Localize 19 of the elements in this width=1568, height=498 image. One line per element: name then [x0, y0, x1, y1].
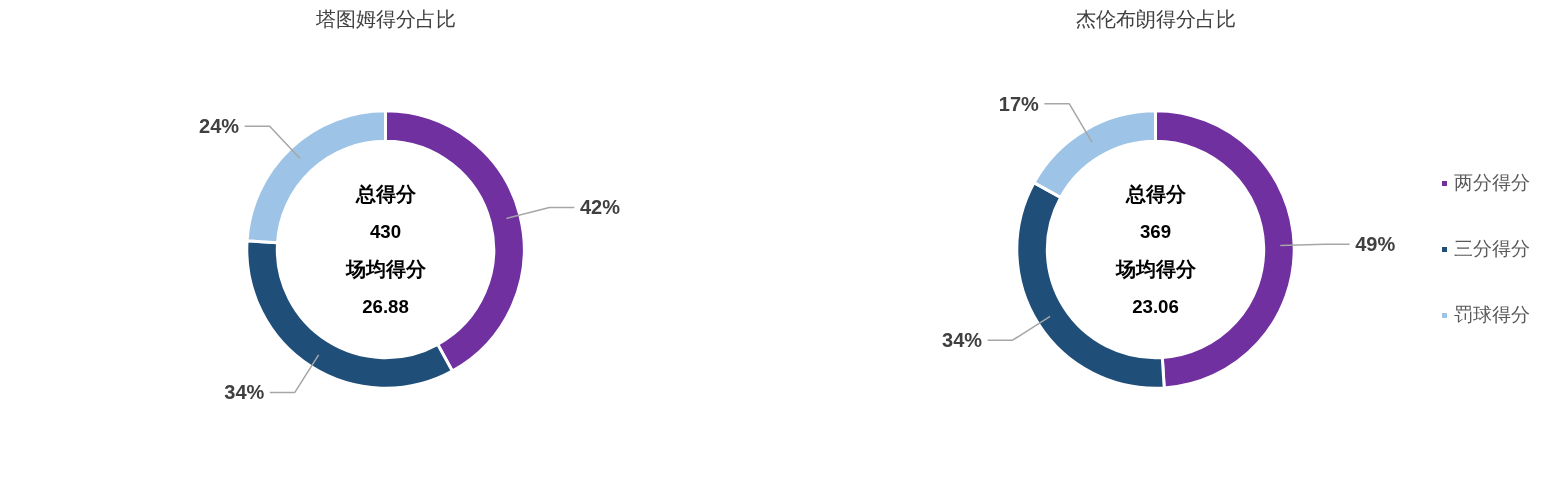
- data-label: 49%: [1355, 233, 1396, 256]
- data-label: 42%: [579, 196, 621, 219]
- data-label: 34%: [224, 381, 265, 404]
- chart-title: 塔图姆得分占比: [314, 7, 456, 30]
- data-label: 34%: [942, 329, 983, 352]
- legend-label: 三分得分: [1454, 237, 1530, 261]
- legend-label: 罚球得分: [1454, 303, 1530, 327]
- text: 23.06: [1132, 295, 1179, 317]
- text: 总得分: [354, 183, 417, 206]
- text: 430: [369, 220, 402, 242]
- data-label: 24%: [199, 115, 240, 138]
- text: 总得分: [1124, 183, 1187, 206]
- text: 369: [1139, 220, 1172, 242]
- legend-label: 两分得分: [1454, 171, 1530, 195]
- text: 场均得分: [344, 257, 427, 280]
- chart-title: 杰伦布朗得分占比: [1075, 7, 1236, 30]
- data-label: 17%: [998, 92, 1040, 115]
- text: 26.88: [362, 295, 409, 317]
- text: 场均得分: [1114, 257, 1197, 280]
